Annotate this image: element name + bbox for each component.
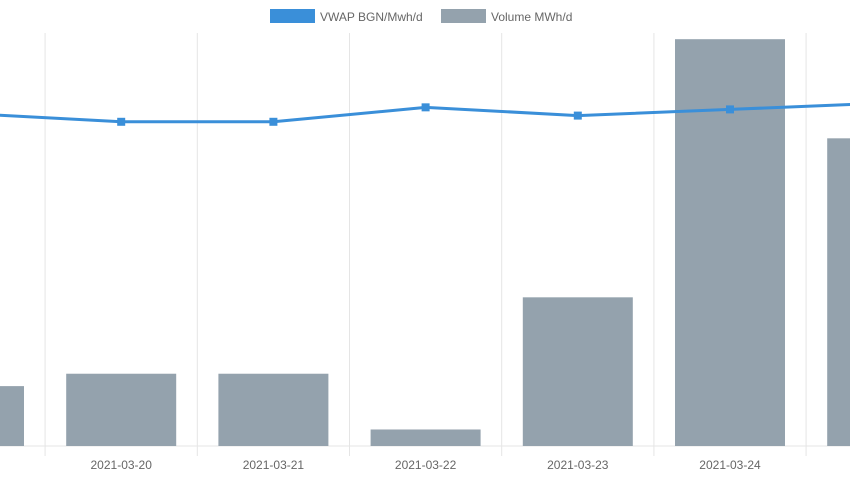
volume-bar[interactable] [522,297,633,446]
legend: VWAP BGN/Mwh/d Volume MWh/d [270,9,572,24]
x-tick-label: 2021-03-21 [243,458,305,472]
x-axis: 2021-03-192021-03-202021-03-212021-03-22… [0,458,761,472]
volume-bar[interactable] [370,429,481,446]
volume-bar[interactable] [0,386,24,446]
x-tick-label: 2021-03-22 [395,458,457,472]
legend-label[interactable]: VWAP BGN/Mwh/d [320,10,423,24]
vwap-point[interactable] [573,111,582,120]
vwap-point[interactable] [726,105,734,114]
x-tick-label: 2021-03-24 [699,458,761,472]
x-tick-label: 2021-03-23 [547,458,609,472]
volume-bar[interactable] [827,138,850,446]
vwap-point[interactable] [421,103,430,112]
vwap-point[interactable] [269,117,278,126]
legend-label[interactable]: Volume MWh/d [491,10,572,24]
legend-swatch[interactable] [270,9,315,23]
bar-layer [0,39,850,446]
vwap-point[interactable] [117,117,126,126]
x-tick-label: 2021-03-20 [91,458,153,472]
volume-bar[interactable] [218,373,329,446]
legend-swatch[interactable] [441,9,486,23]
volume-bar[interactable] [66,373,177,446]
line-layer [0,103,850,126]
volume-bar[interactable] [675,39,785,446]
